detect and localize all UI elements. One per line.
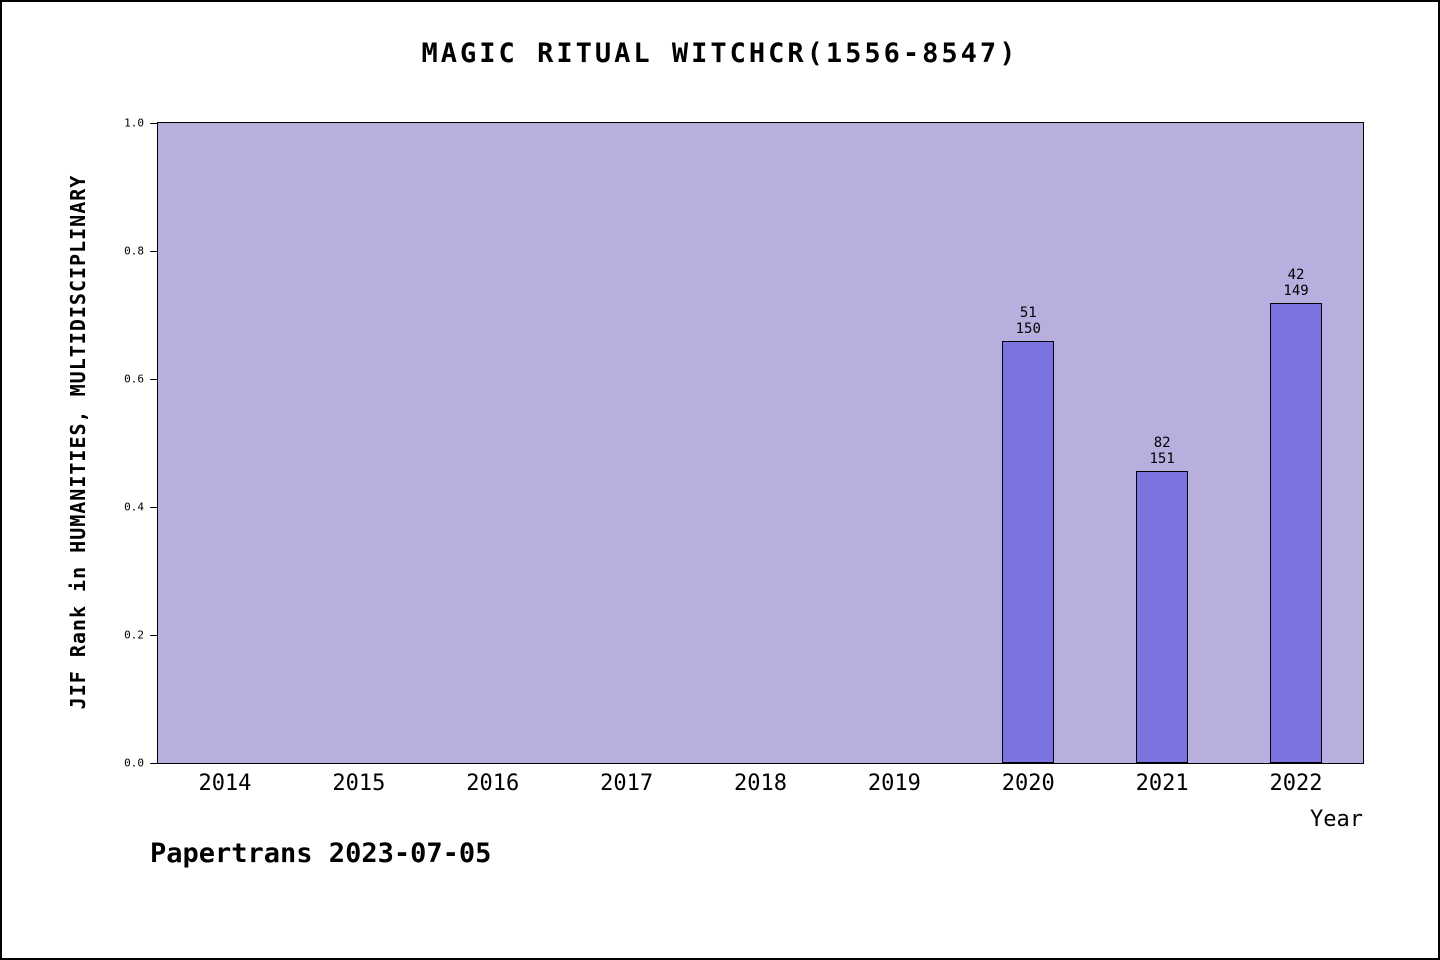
bar-label-2020: 51 150 — [1015, 304, 1041, 337]
x-tick-label: 2015 — [332, 771, 386, 796]
y-tick-mark — [150, 251, 158, 252]
y-tick-mark — [150, 123, 158, 124]
x-tick-label: 2019 — [867, 771, 921, 796]
y-tick-label: 0.2 — [124, 628, 144, 642]
bar-label-2022: 42 149 — [1283, 267, 1309, 300]
x-tick-label: 2014 — [198, 771, 252, 796]
x-tick-label: 2022 — [1269, 771, 1323, 796]
plot-area: Year 0.0 0.2 0.4 0.6 0.8 1.0 2014 2015 2016 2017 2… — [124, 117, 1364, 832]
footer-text: Papertrans 2023-07-05 — [150, 838, 492, 869]
y-tick-mark — [150, 507, 158, 508]
y-tick-label: 0.0 — [124, 756, 144, 770]
x-tick-label: 2020 — [1001, 771, 1055, 796]
y-tick-label: 0.8 — [124, 244, 144, 258]
y-tick-label: 0.6 — [124, 372, 144, 386]
chart-title: MAGIC RITUAL WITCHCR(1556-8547) — [421, 38, 1019, 69]
bar-label-2021: 82 151 — [1149, 434, 1175, 467]
bar-2021 — [1136, 470, 1189, 763]
x-tick-label: 2016 — [466, 771, 520, 796]
x-tick-label: 2021 — [1135, 771, 1189, 796]
y-axis-label: JIF Rank in HUMANITIES, MULTIDISCIPLINAR… — [66, 174, 90, 710]
x-axis-label: Year — [1310, 807, 1363, 832]
y-tick-label: 1.0 — [124, 116, 144, 130]
y-tick-mark — [150, 763, 158, 764]
y-tick-mark — [150, 635, 158, 636]
x-tick-label: 2018 — [734, 771, 787, 796]
y-tick-mark — [150, 379, 158, 380]
bar-2020 — [1002, 340, 1055, 763]
x-tick-label: 2017 — [600, 771, 654, 796]
y-tick-label: 0.4 — [124, 500, 144, 514]
bar-2022 — [1270, 303, 1323, 763]
